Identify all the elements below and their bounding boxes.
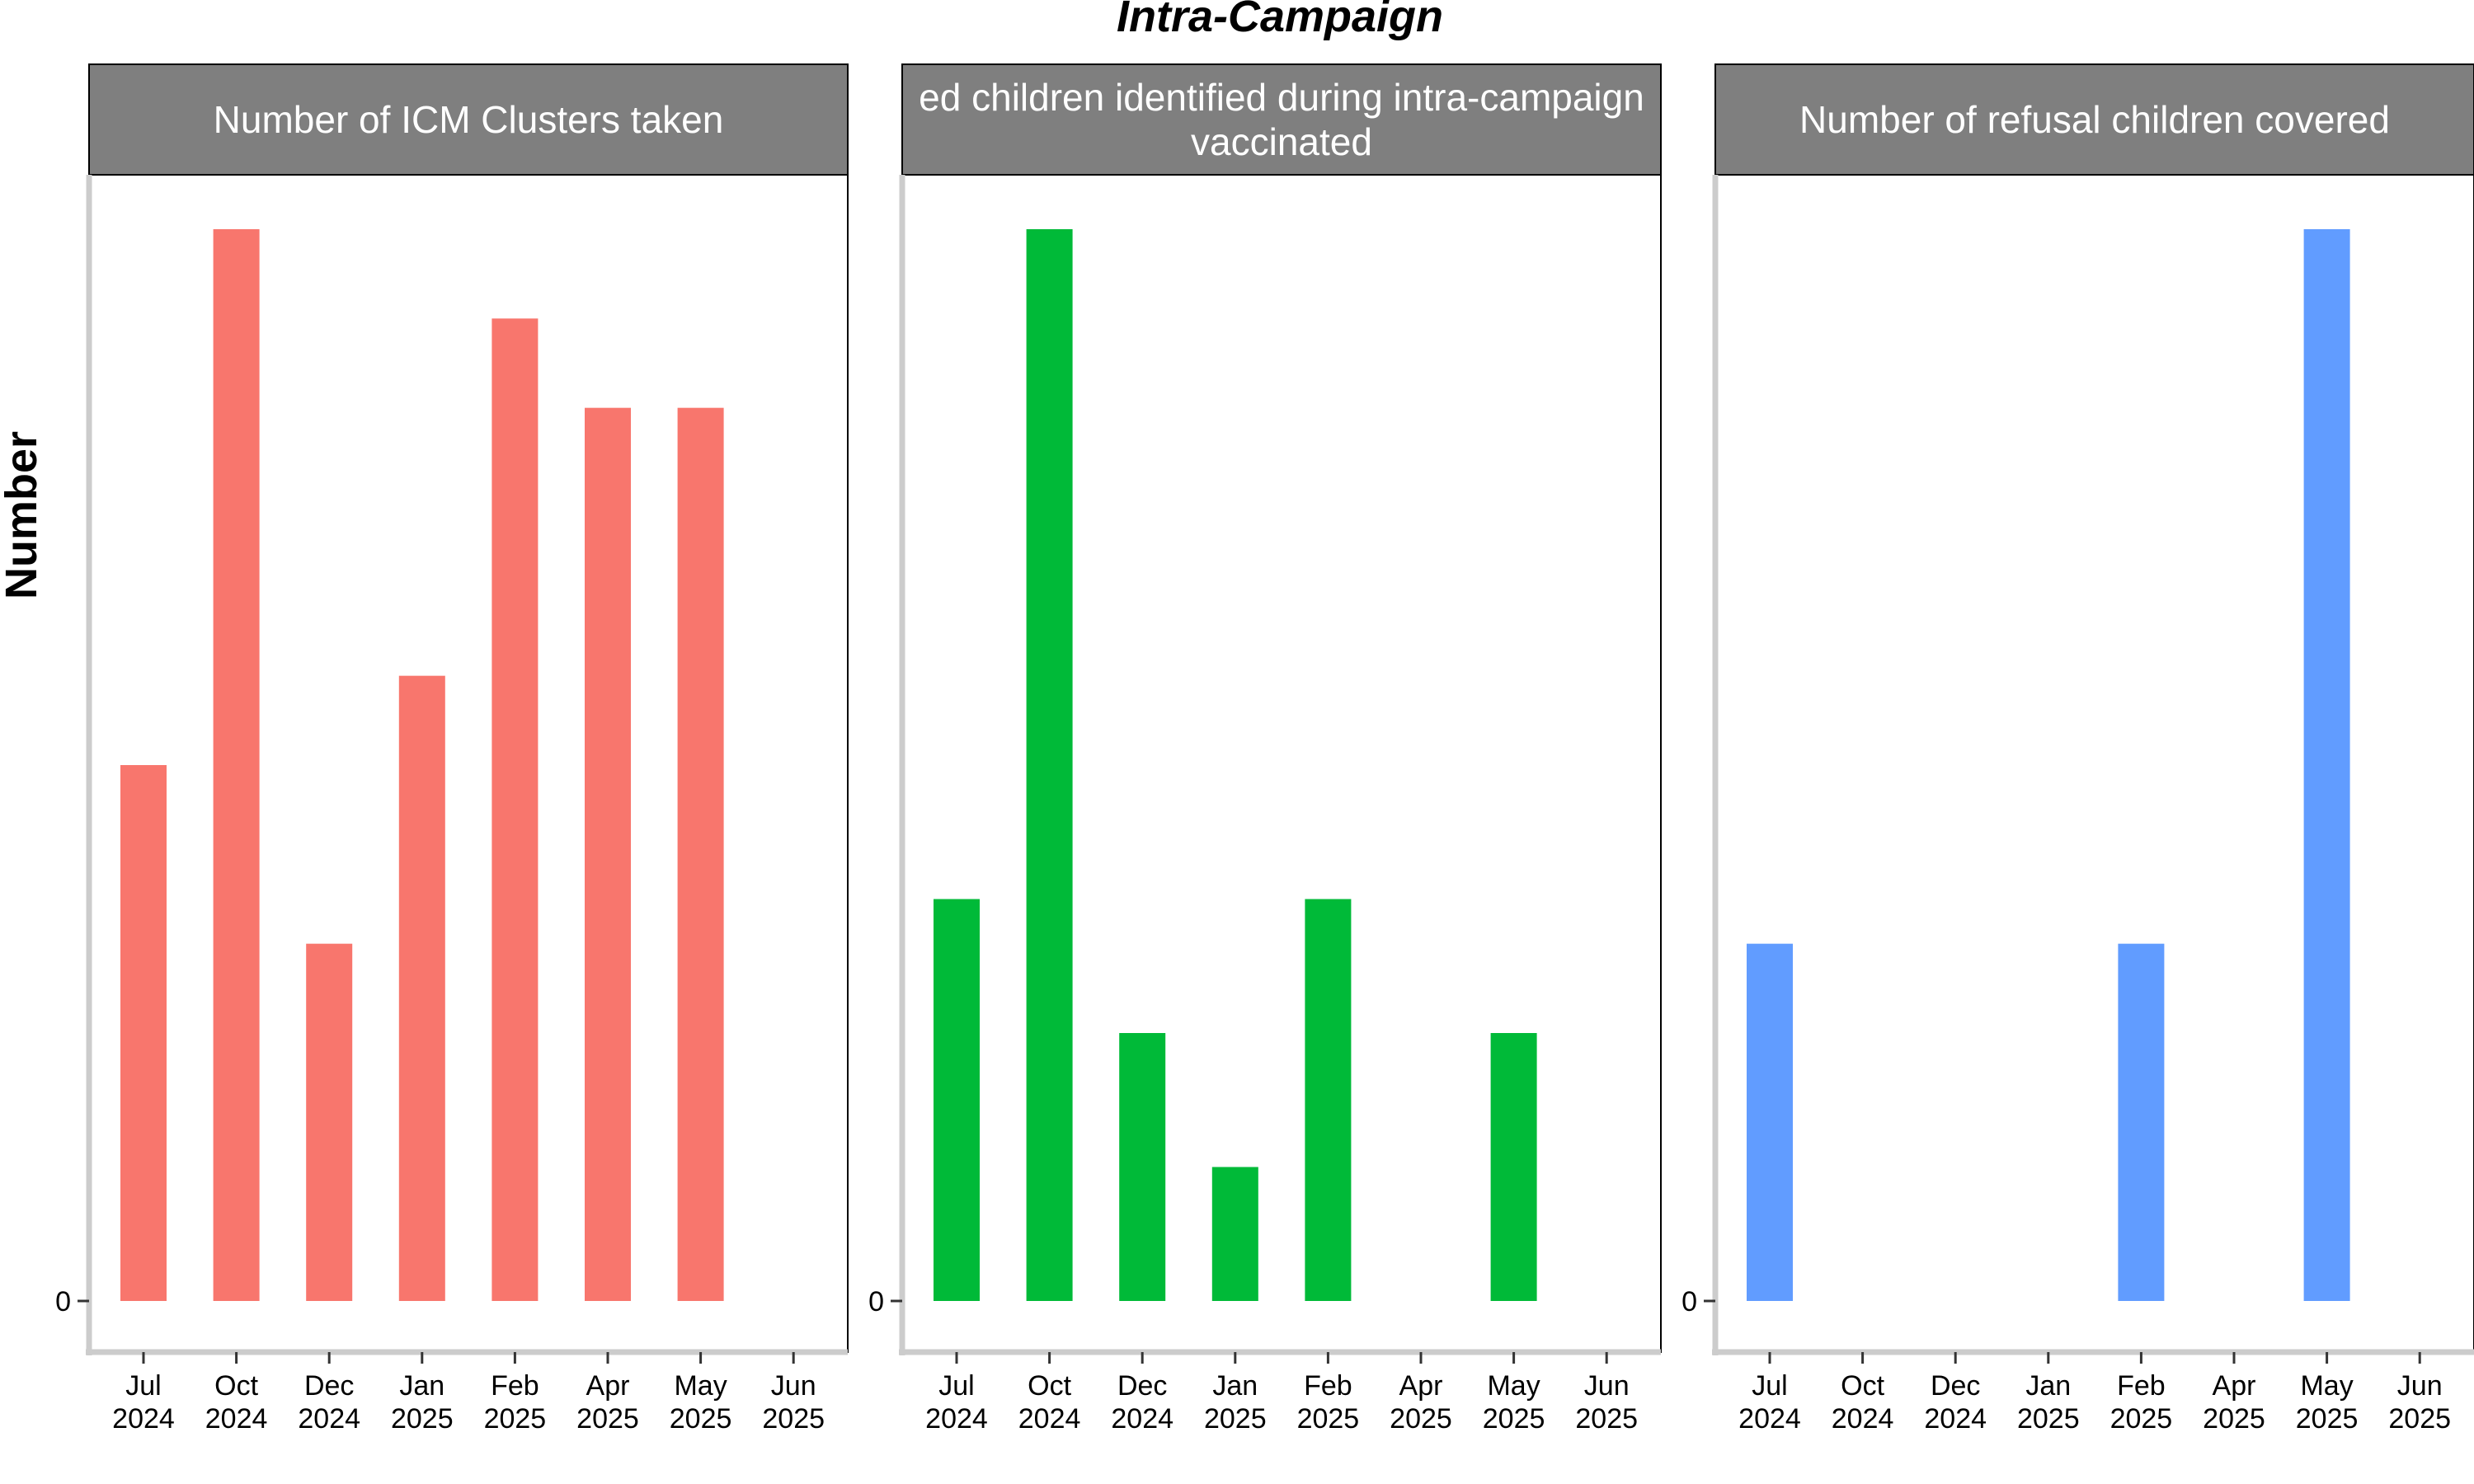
- x-tick-label: Dec 2024: [1924, 1370, 1987, 1435]
- bar: [492, 318, 539, 1301]
- x-tick-label: Apr 2025: [2203, 1370, 2265, 1435]
- x-tick-label: Apr 2025: [1390, 1370, 1452, 1435]
- bar: [677, 407, 724, 1302]
- bar: [585, 407, 631, 1302]
- y-tick-label: 0: [55, 1286, 71, 1317]
- x-tick-label: Jun 2025: [2388, 1370, 2451, 1435]
- x-tick-label: Jun 2025: [1575, 1370, 1638, 1435]
- bar: [2118, 943, 2165, 1301]
- y-axis-label: Number: [0, 431, 46, 599]
- facet-strip: [1714, 63, 2474, 176]
- x-tick-label: Jul 2024: [1738, 1370, 1801, 1435]
- bar: [1490, 1033, 1537, 1301]
- facet-strip: [88, 63, 849, 176]
- bar: [306, 943, 353, 1301]
- y-tick-label: 0: [1681, 1286, 1697, 1317]
- facet-panel: ed children identified during intra-camp…: [868, 63, 1662, 1435]
- bar: [120, 765, 167, 1301]
- bar: [2303, 229, 2350, 1301]
- x-tick-label: Jan 2025: [391, 1370, 454, 1435]
- y-tick-label: 0: [868, 1286, 884, 1317]
- facet-strip-label: Number of ICM Clusters taken: [214, 98, 724, 141]
- bar: [213, 229, 260, 1301]
- facet-panels: Number of ICM Clusters taken 0 Jul 2024 Oct 2…: [55, 63, 2474, 1435]
- x-tick-label: Oct 2024: [1018, 1370, 1081, 1435]
- bar: [1747, 943, 1793, 1301]
- panel-border: [88, 174, 849, 1353]
- x-tick-label: Dec 2024: [298, 1370, 360, 1435]
- bar: [1211, 1167, 1258, 1301]
- x-tick-label: May 2025: [1483, 1370, 1545, 1435]
- bar: [1026, 229, 1073, 1301]
- facet-strip: [901, 63, 1662, 176]
- x-tick-label: May 2025: [670, 1370, 732, 1435]
- facet-panel: Number of refusal children covered 0 Jul 20…: [1681, 63, 2474, 1435]
- x-tick-label: Apr 2025: [576, 1370, 639, 1435]
- x-tick-label: Jul 2024: [925, 1370, 988, 1435]
- facet-strip-label: Number of refusal children covered: [1799, 98, 2390, 141]
- x-tick-label: Feb 2025: [2110, 1370, 2173, 1435]
- x-tick-label: May 2025: [2296, 1370, 2359, 1435]
- panel-border: [901, 174, 1662, 1353]
- bar: [1119, 1033, 1166, 1301]
- x-tick-label: Oct 2024: [1832, 1370, 1894, 1435]
- bar: [398, 675, 445, 1301]
- x-tick-label: Feb 2025: [484, 1370, 547, 1435]
- facet-panel: Number of ICM Clusters taken 0 Jul 2024 Oct 2…: [55, 63, 849, 1435]
- bar: [1305, 899, 1352, 1301]
- x-tick-label: Oct 2024: [205, 1370, 268, 1435]
- x-tick-label: Jan 2025: [2017, 1370, 2080, 1435]
- facet-strip-label: ed children identified during intra-camp…: [919, 76, 1644, 163]
- panel-border: [1714, 174, 2474, 1353]
- chart-title: Intra-Campaign: [1117, 0, 1443, 41]
- x-tick-label: Jun 2025: [762, 1370, 825, 1435]
- x-tick-label: Jul 2024: [112, 1370, 175, 1435]
- x-tick-label: Dec 2024: [1111, 1370, 1174, 1435]
- x-tick-label: Jan 2025: [1204, 1370, 1267, 1435]
- bar: [934, 899, 980, 1301]
- x-tick-label: Feb 2025: [1297, 1370, 1360, 1435]
